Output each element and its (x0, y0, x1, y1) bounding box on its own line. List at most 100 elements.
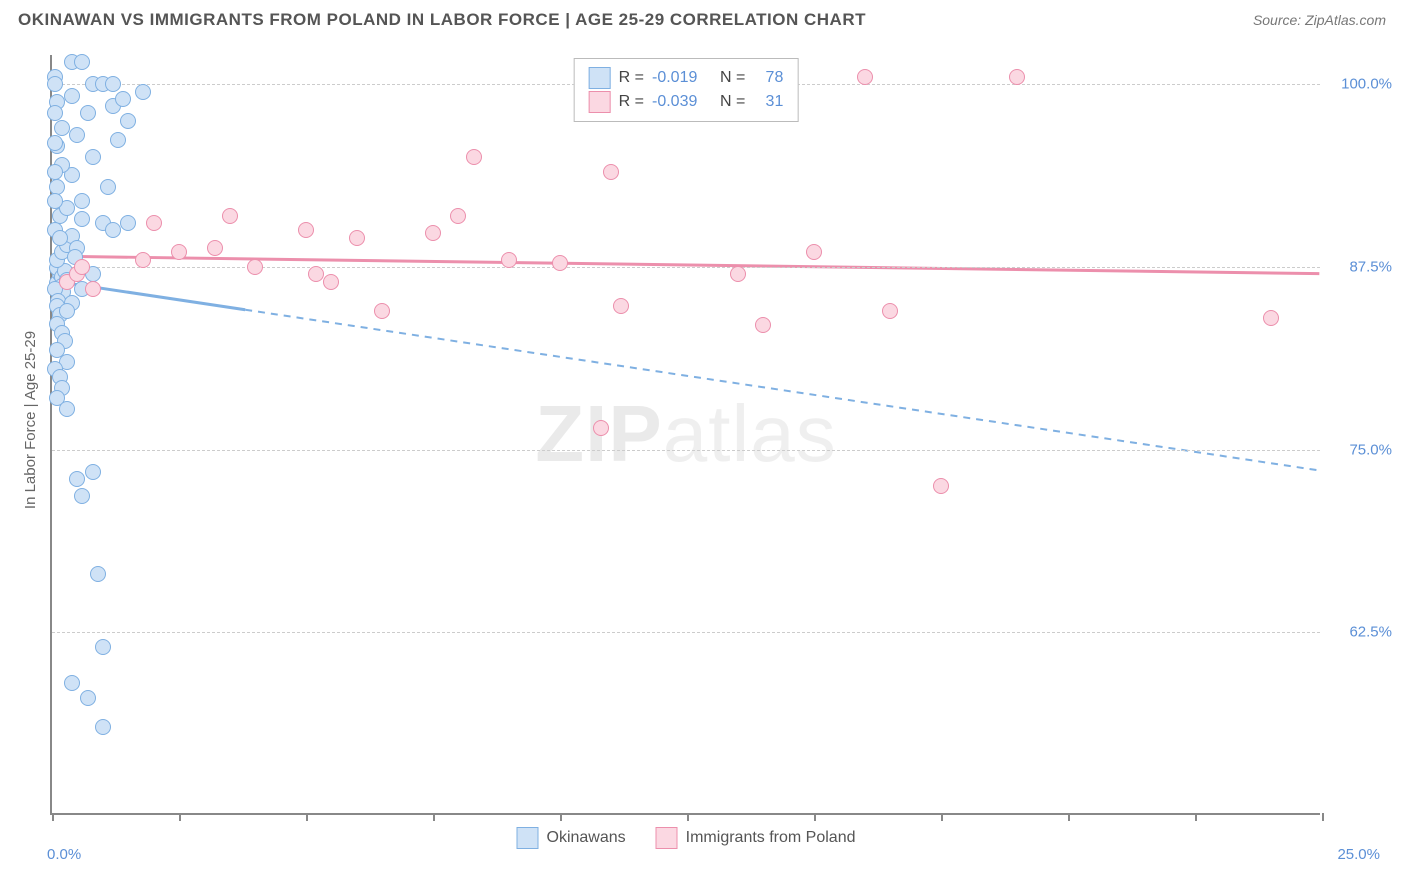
legend-swatch (589, 91, 611, 113)
scatter-point (105, 76, 121, 92)
scatter-point (74, 259, 90, 275)
plot-area: ZIPatlas R =-0.019N =78R =-0.039N =31 Ok… (50, 55, 1320, 815)
scatter-point (1009, 69, 1025, 85)
scatter-point (74, 211, 90, 227)
x-tick (1195, 813, 1197, 821)
gridline (52, 267, 1320, 268)
scatter-point (85, 281, 101, 297)
scatter-point (146, 215, 162, 231)
scatter-point (349, 230, 365, 246)
scatter-point (308, 266, 324, 282)
scatter-point (120, 215, 136, 231)
legend-r-label: R = (619, 69, 644, 87)
scatter-point (110, 132, 126, 148)
scatter-point (69, 127, 85, 143)
scatter-point (49, 179, 65, 195)
scatter-point (47, 105, 63, 121)
scatter-point (730, 266, 746, 282)
x-tick (52, 813, 54, 821)
scatter-point (47, 164, 63, 180)
legend-r-value: -0.019 (652, 69, 712, 87)
scatter-point (115, 91, 131, 107)
scatter-point (74, 193, 90, 209)
scatter-point (222, 208, 238, 224)
legend-row: R = -0.019 N = 78 (589, 67, 784, 89)
scatter-point (47, 135, 63, 151)
scatter-point (593, 420, 609, 436)
scatter-point (374, 303, 390, 319)
watermark: ZIPatlas (535, 388, 836, 480)
y-tick-label: 75.0% (1349, 441, 1392, 458)
legend-item: Immigrants from Poland (656, 827, 856, 849)
legend-series-label: Okinawans (547, 829, 626, 847)
y-tick-label: 87.5% (1349, 258, 1392, 275)
scatter-point (64, 675, 80, 691)
scatter-point (501, 252, 517, 268)
x-tick (560, 813, 562, 821)
legend-n-label: N = (720, 69, 745, 87)
scatter-point (47, 76, 63, 92)
scatter-point (933, 478, 949, 494)
legend-series-label: Immigrants from Poland (686, 829, 856, 847)
scatter-point (882, 303, 898, 319)
scatter-point (64, 88, 80, 104)
x-tick (814, 813, 816, 821)
x-tick (687, 813, 689, 821)
scatter-point (247, 259, 263, 275)
scatter-point (207, 240, 223, 256)
scatter-point (90, 566, 106, 582)
scatter-point (59, 401, 75, 417)
legend-r-value: -0.039 (652, 93, 712, 111)
scatter-point (755, 317, 771, 333)
y-axis-label: In Labor Force | Age 25-29 (22, 331, 39, 509)
scatter-point (105, 222, 121, 238)
scatter-point (47, 193, 63, 209)
scatter-point (425, 225, 441, 241)
correlation-legend: R = -0.019 N = 78 R = -0.039 N = 31 (574, 58, 799, 122)
legend-n-label: N = (720, 93, 745, 111)
scatter-point (95, 639, 111, 655)
scatter-point (85, 464, 101, 480)
legend-n-value: 78 (753, 69, 783, 87)
x-tick-label: 25.0% (1337, 846, 1380, 863)
x-tick (179, 813, 181, 821)
y-tick-label: 100.0% (1341, 76, 1392, 93)
scatter-point (552, 255, 568, 271)
x-tick (941, 813, 943, 821)
trend-lines-layer (52, 55, 1320, 813)
legend-r-label: R = (619, 93, 644, 111)
scatter-point (95, 719, 111, 735)
scatter-point (857, 69, 873, 85)
x-tick-label: 0.0% (47, 846, 81, 863)
scatter-point (80, 105, 96, 121)
scatter-point (613, 298, 629, 314)
scatter-point (466, 149, 482, 165)
scatter-point (52, 230, 68, 246)
series-legend: Okinawans Immigrants from Poland (517, 827, 856, 849)
scatter-point (806, 244, 822, 260)
scatter-point (135, 84, 151, 100)
scatter-point (100, 179, 116, 195)
x-tick (433, 813, 435, 821)
gridline (52, 632, 1320, 633)
scatter-point (74, 488, 90, 504)
legend-swatch (656, 827, 678, 849)
scatter-point (85, 149, 101, 165)
gridline (52, 450, 1320, 451)
x-tick (306, 813, 308, 821)
scatter-point (120, 113, 136, 129)
scatter-point (450, 208, 466, 224)
scatter-point (80, 690, 96, 706)
legend-swatch (589, 67, 611, 89)
legend-swatch (517, 827, 539, 849)
legend-item: Okinawans (517, 827, 626, 849)
scatter-point (54, 120, 70, 136)
legend-n-value: 31 (753, 93, 783, 111)
y-tick-label: 62.5% (1349, 624, 1392, 641)
x-tick (1068, 813, 1070, 821)
chart-title: OKINAWAN VS IMMIGRANTS FROM POLAND IN LA… (18, 10, 866, 30)
scatter-point (323, 274, 339, 290)
legend-row: R = -0.039 N = 31 (589, 91, 784, 113)
scatter-point (171, 244, 187, 260)
scatter-point (1263, 310, 1279, 326)
